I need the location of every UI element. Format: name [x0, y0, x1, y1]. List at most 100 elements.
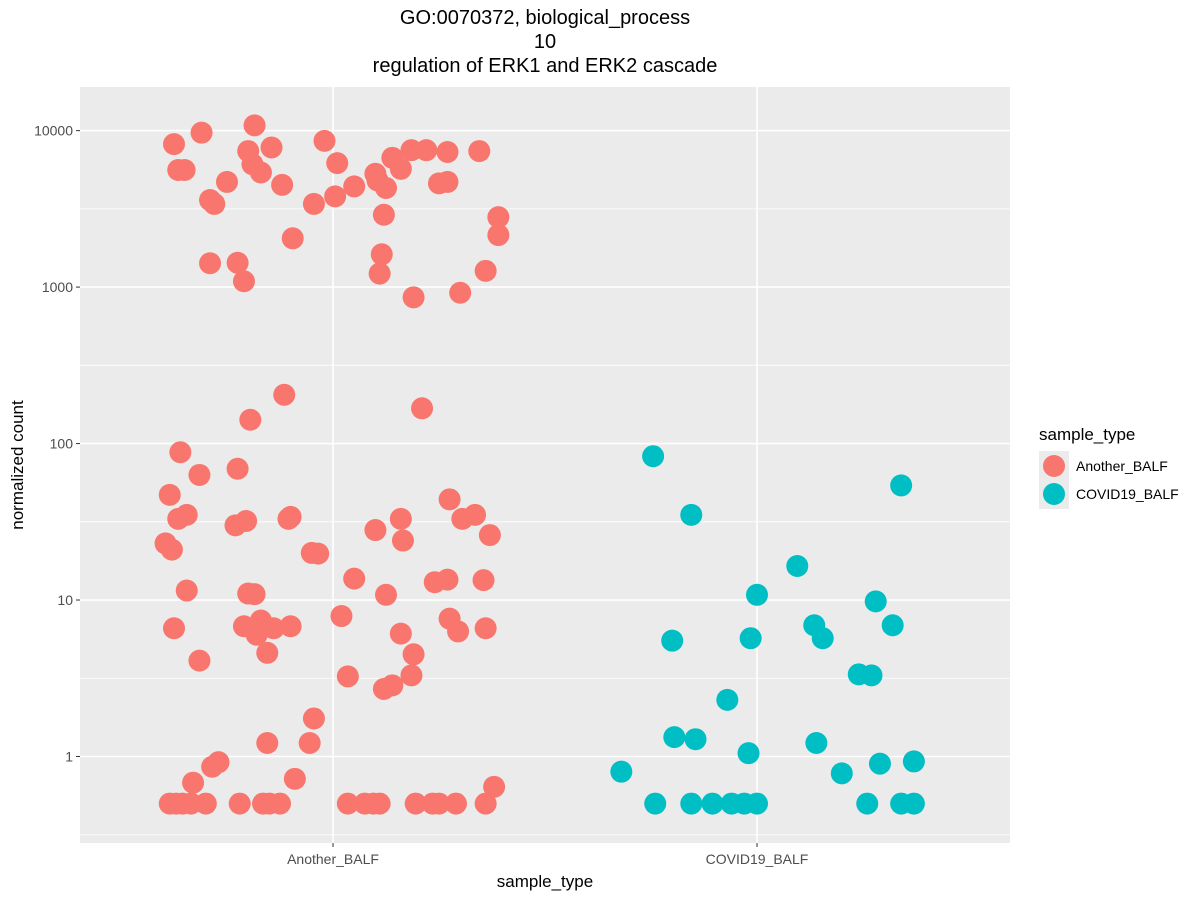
data-point: [472, 569, 495, 592]
y-tick-label: 10: [57, 592, 73, 608]
data-point: [860, 664, 883, 687]
data-point: [661, 629, 684, 652]
data-point: [194, 792, 217, 815]
data-point: [487, 206, 510, 229]
data-point: [228, 792, 251, 815]
data-point: [381, 674, 404, 697]
data-point: [216, 170, 238, 193]
data-point: [400, 664, 423, 687]
data-point: [343, 175, 366, 198]
data-point: [256, 731, 279, 754]
data-point: [483, 775, 506, 798]
data-point: [188, 463, 211, 486]
legend-key-covid19-balf: [1043, 483, 1065, 505]
data-point: [368, 792, 391, 815]
data-point: [188, 649, 211, 672]
data-point: [269, 792, 291, 815]
legend-label-covid19-balf: COVID19_BALF: [1076, 486, 1179, 502]
data-point: [302, 192, 325, 215]
data-points: [154, 114, 925, 815]
data-point: [468, 140, 491, 163]
data-point: [256, 641, 279, 664]
legend-title: sample_type: [1039, 425, 1135, 444]
data-point: [746, 792, 768, 815]
y-tick-label: 1: [65, 748, 73, 764]
x-axis-ticks: [332, 843, 758, 847]
data-point: [375, 176, 397, 199]
data-point: [243, 114, 266, 137]
data-point: [864, 590, 887, 613]
data-point: [402, 643, 425, 666]
data-point: [464, 503, 487, 526]
legend: sample_type Another_BALF COVID19_BALF: [1039, 425, 1179, 509]
data-point: [444, 792, 467, 815]
data-point: [279, 505, 302, 528]
data-point: [436, 170, 459, 193]
data-point: [175, 579, 198, 602]
data-point: [336, 665, 359, 688]
data-point: [302, 707, 325, 730]
data-point: [428, 792, 450, 815]
y-axis-title: normalized count: [8, 400, 27, 530]
data-point: [226, 251, 249, 274]
data-point: [786, 554, 809, 577]
x-tick-label-another-balf: Another_BALF: [287, 851, 379, 867]
data-point: [330, 605, 353, 628]
x-tick-label-covid19-balf: COVID19_BALF: [706, 851, 809, 867]
data-point: [739, 627, 762, 650]
data-point: [716, 688, 739, 711]
data-point: [389, 157, 412, 180]
data-point: [364, 519, 387, 542]
data-point: [868, 752, 891, 775]
data-point: [313, 129, 336, 152]
data-point: [375, 583, 397, 606]
y-tick-label: 1000: [42, 279, 73, 295]
data-point: [175, 503, 198, 526]
data-point: [199, 252, 222, 275]
data-point: [902, 792, 925, 815]
data-point: [298, 731, 321, 754]
data-point: [438, 488, 461, 511]
data-point: [881, 614, 904, 637]
data-point: [239, 408, 262, 431]
y-tick-label: 100: [50, 436, 74, 452]
data-point: [343, 567, 366, 590]
data-point: [642, 445, 665, 468]
data-point: [190, 121, 213, 144]
data-point: [436, 568, 459, 591]
data-point: [436, 141, 459, 164]
data-point: [279, 615, 302, 638]
y-axis-ticks: [76, 130, 80, 757]
data-point: [856, 792, 879, 815]
data-point: [324, 185, 347, 208]
data-point: [207, 751, 230, 774]
chart-title-line-1: GO:0070372, biological_process: [400, 7, 690, 29]
data-point: [173, 159, 196, 182]
data-point: [902, 750, 925, 773]
data-point: [389, 622, 412, 645]
data-point: [182, 771, 205, 794]
y-axis-tick-labels: 1 10 100 1000 10000: [34, 123, 73, 765]
data-point: [737, 742, 760, 765]
data-point: [273, 383, 296, 406]
data-point: [474, 617, 497, 640]
data-point: [474, 792, 497, 815]
chart-title-line-3: regulation of ERK1 and ERK2 cascade: [373, 55, 718, 77]
data-point: [372, 203, 395, 226]
data-point: [474, 259, 497, 282]
data-point: [232, 270, 255, 293]
data-point: [680, 503, 703, 526]
data-point: [411, 397, 434, 420]
data-point: [811, 627, 834, 650]
data-point: [368, 262, 391, 285]
data-point: [370, 243, 393, 266]
major-gridlines: [80, 87, 1010, 843]
data-point: [389, 507, 412, 530]
x-axis-title: sample_type: [497, 872, 593, 891]
data-point: [487, 224, 510, 247]
data-point: [890, 474, 913, 497]
data-point: [260, 136, 283, 159]
data-point: [283, 767, 306, 790]
data-point: [203, 192, 226, 215]
